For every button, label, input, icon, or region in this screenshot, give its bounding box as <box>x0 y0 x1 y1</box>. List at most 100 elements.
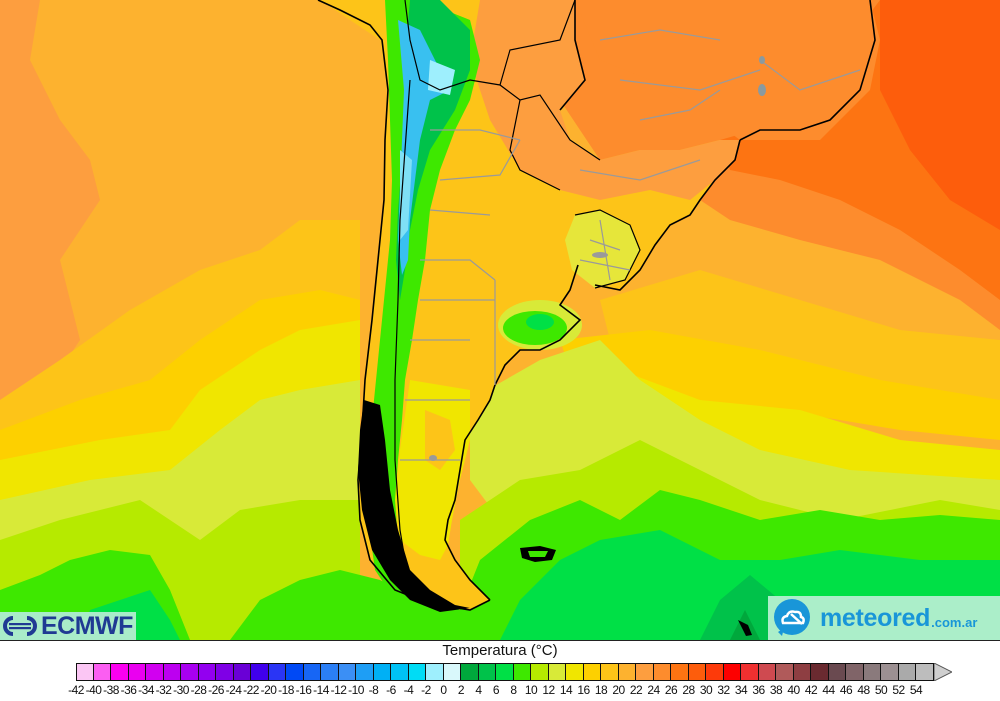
colorbar-tick-label: 2 <box>457 683 465 697</box>
colorbar-tick-label: 4 <box>475 683 482 697</box>
colorbar-bin <box>76 663 94 681</box>
colorbar-tick-label: 14 <box>559 683 573 697</box>
colorbar-bin <box>391 663 409 681</box>
colorbar-bin <box>408 663 426 681</box>
colorbar-bin <box>443 663 461 681</box>
colorbar-bin <box>93 663 111 681</box>
legend-title: Temperatura (°C) <box>442 642 558 659</box>
hottest-zone-ocean-east <box>880 0 1000 230</box>
colorbar-bin <box>566 663 584 681</box>
colorbar-bin <box>478 663 496 681</box>
colorbar-tick-label: 34 <box>734 683 748 697</box>
colorbar-bin <box>286 663 304 681</box>
colorbar-tick-label: 54 <box>909 683 923 697</box>
colorbar-bin <box>636 663 654 681</box>
colorbar-tick-label: 32 <box>717 683 730 697</box>
colorbar-bin <box>216 663 234 681</box>
colorbar-tick-label: -34 <box>138 683 154 697</box>
meteored-logo[interactable]: meteored .com.ar <box>768 596 1000 640</box>
colorbar-tick-label: 8 <box>510 683 517 697</box>
colorbar-tick-label: 22 <box>629 683 643 697</box>
colorbar-tick-label: 10 <box>524 683 538 697</box>
colorbar-bin <box>758 663 776 681</box>
land-zone-patagonia <box>395 380 470 560</box>
ecmwf-logo-text: ECMWF <box>41 611 133 640</box>
colorbar-max-arrow-icon <box>933 663 952 681</box>
colorbar-tick-label: -42 <box>68 683 84 697</box>
colorbar-bin <box>671 663 689 681</box>
colorbar-bin <box>548 663 566 681</box>
colorbar-tick-label: -8 <box>368 683 379 697</box>
colorbar-tick-label: 28 <box>682 683 695 697</box>
colorbar-tick-label: -24 <box>225 683 242 697</box>
colorbar-tick-label: -18 <box>278 683 294 697</box>
colorbar-tick-label: 0 <box>440 683 447 697</box>
colorbar-bin <box>916 663 934 681</box>
colorbar-tick-label: 40 <box>787 683 800 697</box>
colorbar-tick-label: 16 <box>577 683 590 697</box>
falkland-islands-land <box>528 551 548 557</box>
colorbar-bin <box>111 663 129 681</box>
zone-16-18-east <box>560 330 1000 440</box>
colorbar-tick-label: 38 <box>769 683 783 697</box>
colorbar-bin <box>531 663 549 681</box>
colorbar-bin <box>811 663 829 681</box>
ecmwf-emblem-icon <box>3 616 37 636</box>
colorbar-bin <box>881 663 899 681</box>
colorbar-bin <box>776 663 794 681</box>
chile-fjords <box>358 400 470 612</box>
land-zone-patagonia-warm <box>425 410 455 470</box>
colorbar-bin <box>496 663 514 681</box>
colorbar-tick-label: -22 <box>243 683 259 697</box>
colorbar-tick-label: 36 <box>752 683 765 697</box>
colorbar-bin <box>146 663 164 681</box>
colorbar-tick-label: -2 <box>421 683 431 697</box>
zone-18-20-east <box>600 270 1000 420</box>
colorbar-bin <box>601 663 619 681</box>
colorbar-tick-label: 48 <box>857 683 870 697</box>
colorbar-tick-label: -28 <box>190 683 207 697</box>
colorbar-tick-label: -12 <box>330 683 347 697</box>
meteored-logo-suffix: .com.ar <box>931 614 978 630</box>
colorbar-bin <box>863 663 881 681</box>
lake-icon <box>592 252 608 258</box>
colorbar-tick-label: -26 <box>208 683 224 697</box>
colorbar-tick-label: 20 <box>612 683 625 697</box>
west-coastline <box>317 0 491 611</box>
province-borders <box>400 29 861 461</box>
colorbar <box>76 663 934 681</box>
colorbar-bin <box>321 663 339 681</box>
colorbar-bin <box>181 663 199 681</box>
colorbar-bin <box>653 663 671 681</box>
colorbar-tick-label: -38 <box>103 683 119 697</box>
ecmwf-logo: ECMWF <box>0 612 136 640</box>
colorbar-tick-label: 52 <box>892 683 905 697</box>
colorbar-bin <box>898 663 916 681</box>
colorbar-tick-label: -30 <box>173 683 189 697</box>
country-borders <box>394 0 641 591</box>
colorbar-bin <box>846 663 864 681</box>
lake-icon <box>759 56 765 64</box>
lake-icon <box>758 84 766 96</box>
warm-zone-west <box>0 0 100 400</box>
colorbar-tick-label: -36 <box>120 683 137 697</box>
colorbar-bin <box>828 663 846 681</box>
colorbar-bin <box>513 663 531 681</box>
colorbar-bin <box>338 663 356 681</box>
temperature-map[interactable]: ECMWF meteored .com.ar <box>0 0 1000 640</box>
land-zone-pampas-coolest <box>526 314 554 330</box>
colorbar-tick-label: -14 <box>313 683 329 697</box>
colorbar-bin <box>268 663 286 681</box>
map-canvas <box>0 0 1000 640</box>
meteored-cloud-icon <box>774 599 810 636</box>
colorbar-bin <box>706 663 724 681</box>
colorbar-bin <box>356 663 374 681</box>
colorbar-tick-label: 44 <box>822 683 835 697</box>
lake-icon <box>429 455 437 461</box>
colorbar-tick-label: -6 <box>386 683 396 697</box>
brazil-coastline <box>739 0 876 141</box>
colorbar-bin <box>793 663 811 681</box>
colorbar-bin <box>198 663 216 681</box>
colorbar-tick-label: 24 <box>647 683 660 697</box>
colorbar-tick-label: -20 <box>260 683 277 697</box>
